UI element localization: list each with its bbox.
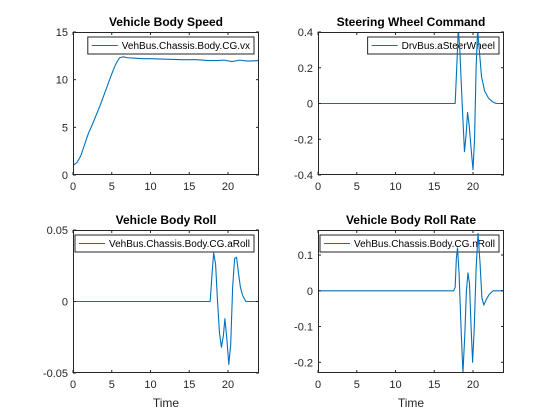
speed-x-tick-label: 10 [144,181,156,193]
steering-x-tick-label: 15 [428,181,440,193]
speed-series-line-0 [73,56,259,166]
steering-x-tick-label: 20 [467,181,479,193]
speed-y-tick-label: 0 [62,170,68,182]
roll-rate-x-tick-label: 15 [428,379,440,391]
steering-y-tick-label: 0 [307,99,313,111]
speed-y-tick-label: 10 [56,75,68,87]
speed-chart: Vehicle Body Speed VehBus.Chassis.Body.C… [56,15,259,193]
roll-y-tick-label: 0 [62,297,68,309]
speed-chart-legend-label: VehBus.Chassis.Body.CG.vx [122,41,250,52]
steering-chart-legend-label: DrvBus.aSteerWheel [402,41,495,52]
speed-x-tick-label: 5 [109,181,115,193]
roll-rate-y-tick-label: -0.1 [294,322,313,334]
roll-rate-chart-legend-label: VehBus.Chassis.Body.CG.nRoll [354,239,495,250]
speed-x-tick-label: 20 [222,181,234,193]
roll-chart-title: Vehicle Body Roll [116,213,217,227]
speed-legend-box [87,36,255,55]
roll-rate-legend-box [319,234,500,253]
roll-rate-x-tick-label: 5 [354,379,360,391]
roll-y-tick-label: -0.05 [43,368,68,380]
roll-rate-y-tick-label: 0 [307,286,313,298]
roll-rate-chart: Vehicle Body Roll Rate Time VehBus.Chass… [294,213,504,410]
roll-rate-chart-title: Vehicle Body Roll Rate [346,213,476,227]
steering-chart-title: Steering Wheel Command [337,15,486,29]
roll-rate-series-line-0 [318,233,504,373]
roll-x-tick-label: 15 [183,379,195,391]
roll-series-line-0 [73,252,259,365]
steering-y-tick-label: 0.4 [298,27,313,39]
speed-y-tick-label: 5 [62,122,68,134]
steering-legend-box [367,36,500,55]
speed-axes-box [73,32,259,175]
roll-chart-legend-label: VehBus.Chassis.Body.CG.aRoll [109,239,250,250]
roll-rate-x-tick-label: 20 [467,379,479,391]
speed-plot-area [73,32,259,175]
roll-chart: Vehicle Body Roll Time VehBus.Chassis.Bo… [43,213,259,410]
speed-x-tick-label: 0 [70,181,76,193]
roll-rate-y-tick-label: 0.1 [298,250,313,262]
roll-x-tick-label: 5 [109,379,115,391]
roll-rate-y-tick-label: -0.2 [294,357,313,369]
steering-chart: Steering Wheel Command DrvBus.aSteerWhee… [294,15,504,193]
speed-chart-title: Vehicle Body Speed [109,15,223,29]
steering-y-tick-label: -0.4 [294,170,313,182]
speed-y-tick-label: 15 [56,27,68,39]
steering-y-tick-label: 0.2 [298,63,313,75]
roll-rate-x-tick-label: 10 [389,379,401,391]
roll-x-tick-label: 20 [222,379,234,391]
roll-rate-chart-x-axis-label: Time [398,396,425,410]
roll-rate-axes-box [318,230,504,373]
steering-x-tick-label: 0 [315,181,321,193]
roll-rate-x-tick-label: 0 [315,379,321,391]
steering-x-tick-label: 10 [389,181,401,193]
steering-y-tick-label: -0.2 [294,134,313,146]
speed-x-tick-label: 15 [183,181,195,193]
roll-x-tick-label: 10 [144,379,156,391]
roll-legend-box [74,234,255,253]
steering-x-tick-label: 5 [354,181,360,193]
roll-chart-x-axis-label: Time [153,396,180,410]
roll-x-tick-label: 0 [70,379,76,391]
roll-y-tick-label: 0.05 [47,225,68,237]
steering-series-line-0 [318,32,504,171]
